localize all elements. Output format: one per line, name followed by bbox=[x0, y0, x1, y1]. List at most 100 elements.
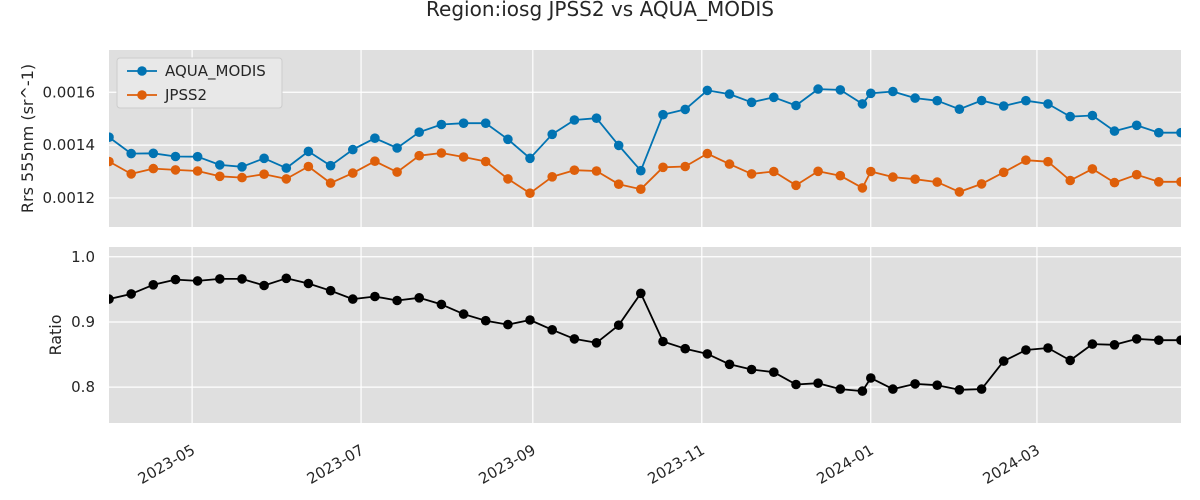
data-point bbox=[932, 380, 942, 391]
data-point bbox=[348, 144, 358, 155]
data-point bbox=[458, 152, 469, 162]
data-point bbox=[724, 359, 735, 370]
data-point bbox=[215, 274, 225, 284]
data-point bbox=[702, 85, 713, 96]
data-point bbox=[237, 172, 247, 183]
data-point bbox=[259, 280, 269, 291]
data-point bbox=[866, 373, 876, 383]
data-point bbox=[547, 325, 557, 335]
chart-panels: 0.0012 0.0014 0.0016 Rrs 555nm (sr^-1) AQUA_… bbox=[18, 50, 1181, 488]
y-tick-label: 1.0 bbox=[71, 248, 95, 266]
data-point bbox=[192, 166, 203, 176]
data-point bbox=[835, 170, 846, 181]
x-tick-label: 2023-05 bbox=[135, 441, 198, 488]
data-point bbox=[1176, 335, 1181, 345]
chart-title: Region:iosg JPSS2 vs AQUA_MODIS bbox=[426, 0, 774, 21]
data-point bbox=[888, 384, 898, 394]
data-point bbox=[126, 169, 136, 179]
data-point bbox=[1154, 335, 1164, 346]
data-point bbox=[591, 166, 602, 176]
panel-1: 0.0012 0.0014 0.0016 Rrs 555nm (sr^-1) AQUA_… bbox=[18, 50, 1181, 227]
data-point bbox=[769, 92, 779, 103]
y-tick-label: 0.0016 bbox=[43, 83, 96, 101]
data-point bbox=[109, 294, 114, 304]
legend-label: AQUA_MODIS bbox=[165, 62, 266, 81]
data-point bbox=[392, 167, 402, 177]
data-point bbox=[813, 378, 823, 389]
data-point bbox=[910, 174, 920, 184]
y-tick-label: 0.0012 bbox=[43, 189, 96, 207]
data-point bbox=[746, 364, 757, 375]
data-point bbox=[769, 367, 779, 378]
data-point bbox=[813, 166, 823, 177]
data-point bbox=[888, 86, 898, 97]
data-point bbox=[1021, 155, 1031, 165]
data-point bbox=[503, 134, 513, 145]
legend-swatch-marker bbox=[137, 90, 147, 100]
data-point bbox=[525, 188, 535, 198]
data-point bbox=[998, 167, 1009, 178]
data-point bbox=[591, 338, 602, 348]
data-point bbox=[303, 146, 314, 157]
data-point bbox=[126, 148, 136, 159]
data-point bbox=[910, 379, 920, 389]
data-point bbox=[998, 356, 1009, 366]
data-point bbox=[547, 129, 557, 140]
data-point bbox=[658, 336, 668, 347]
data-point bbox=[976, 384, 987, 394]
data-point bbox=[569, 334, 580, 344]
data-point bbox=[1043, 99, 1053, 109]
data-point bbox=[954, 385, 965, 395]
data-point bbox=[192, 151, 203, 162]
data-point bbox=[954, 187, 965, 197]
data-point bbox=[303, 278, 314, 289]
data-point bbox=[613, 320, 624, 331]
data-point bbox=[680, 343, 690, 354]
data-point bbox=[1021, 345, 1031, 355]
data-point bbox=[702, 349, 713, 359]
data-point bbox=[636, 165, 646, 176]
y-tick-label: 0.9 bbox=[71, 313, 95, 331]
data-point bbox=[1043, 156, 1053, 167]
data-point bbox=[910, 93, 920, 103]
data-point bbox=[259, 169, 269, 179]
data-point bbox=[237, 274, 247, 284]
data-point bbox=[414, 127, 425, 137]
data-point bbox=[569, 115, 580, 125]
data-point bbox=[1065, 111, 1075, 122]
data-point bbox=[414, 293, 425, 303]
data-point bbox=[791, 100, 801, 111]
data-point bbox=[1087, 339, 1098, 349]
data-point bbox=[866, 166, 876, 177]
data-point bbox=[237, 162, 247, 172]
data-point bbox=[126, 289, 136, 299]
data-point bbox=[1021, 95, 1031, 106]
data-point bbox=[370, 156, 380, 166]
series-jpss2 bbox=[109, 148, 1181, 198]
data-point bbox=[932, 95, 942, 106]
data-point bbox=[1131, 169, 1142, 180]
data-point bbox=[525, 315, 535, 325]
data-point bbox=[392, 143, 402, 153]
data-point bbox=[658, 162, 668, 173]
data-point bbox=[392, 295, 402, 306]
data-point bbox=[857, 386, 868, 396]
data-point bbox=[148, 280, 159, 290]
data-point bbox=[170, 165, 181, 175]
data-point bbox=[436, 148, 447, 158]
data-point bbox=[1131, 120, 1142, 131]
data-point bbox=[109, 132, 114, 142]
data-point bbox=[813, 84, 823, 94]
data-point bbox=[170, 151, 181, 162]
data-point bbox=[325, 285, 336, 296]
data-point bbox=[480, 118, 491, 128]
data-point bbox=[281, 163, 292, 173]
data-point bbox=[1109, 340, 1120, 350]
x-tick-label: 2024-01 bbox=[813, 441, 876, 488]
data-point bbox=[954, 104, 965, 114]
data-point bbox=[791, 180, 801, 191]
legend: AQUA_MODIS JPSS2 bbox=[116, 57, 283, 109]
data-point bbox=[976, 95, 987, 106]
data-point bbox=[436, 299, 447, 310]
data-point bbox=[1154, 127, 1164, 138]
